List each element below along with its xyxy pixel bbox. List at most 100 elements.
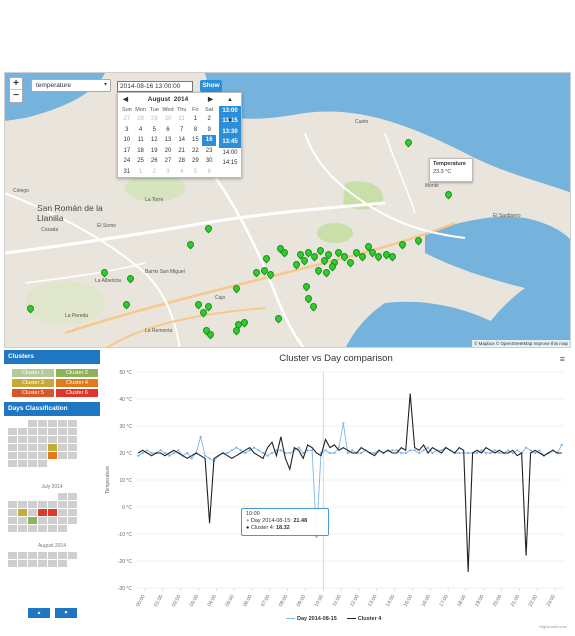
day-cell[interactable] xyxy=(28,560,37,567)
day-cell[interactable] xyxy=(58,436,67,443)
map-view[interactable]: + − temperature ▾ 2014-08-16 13:00:00 Sh… xyxy=(4,72,571,348)
next-month-icon[interactable]: ▶ xyxy=(207,96,213,103)
day-cell[interactable] xyxy=(28,525,37,532)
calendar-day[interactable]: 28 xyxy=(137,116,144,123)
cluster-chip[interactable]: Cluster 2 xyxy=(56,369,98,377)
day-cell[interactable] xyxy=(28,428,37,435)
calendar-day[interactable]: 2 xyxy=(152,168,156,175)
calendar-day[interactable]: 14 xyxy=(178,137,185,144)
calendar-day[interactable]: 12 xyxy=(150,137,158,144)
day-cell[interactable] xyxy=(68,452,77,459)
calendar-day[interactable]: 4 xyxy=(138,126,143,133)
calendar-day[interactable]: 3 xyxy=(125,126,129,133)
calendar-day[interactable]: 6 xyxy=(166,126,170,133)
day-cell[interactable] xyxy=(18,436,27,443)
day-cell[interactable] xyxy=(38,460,47,467)
day-cell[interactable] xyxy=(58,509,67,516)
day-cell[interactable] xyxy=(28,509,37,516)
calendar-day[interactable]: 20 xyxy=(164,147,172,154)
day-cell[interactable] xyxy=(18,525,27,532)
calendar-day[interactable]: 27 xyxy=(123,116,131,123)
day-cell[interactable] xyxy=(8,428,17,435)
chart-credit[interactable]: Highcharts.com xyxy=(539,624,567,629)
time-scroll-down-icon[interactable]: ▼ xyxy=(227,118,233,124)
calendar-day[interactable]: 29 xyxy=(150,116,158,123)
calendar-day[interactable]: 10 xyxy=(123,137,131,144)
day-cell[interactable] xyxy=(38,560,47,567)
day-cell[interactable] xyxy=(38,501,47,508)
day-cell[interactable] xyxy=(28,452,37,459)
day-cell[interactable] xyxy=(48,444,57,451)
day-cell[interactable] xyxy=(58,525,67,532)
calendar-day[interactable]: 2 xyxy=(207,116,211,123)
calendar-day[interactable]: 21 xyxy=(178,147,185,154)
day-cell[interactable] xyxy=(28,552,37,559)
day-cell[interactable] xyxy=(68,420,77,427)
day-cell[interactable] xyxy=(8,436,17,443)
cluster-chip[interactable]: Cluster 4 xyxy=(56,379,98,387)
day-cell[interactable] xyxy=(8,444,17,451)
time-scroll-up-icon[interactable]: ▲ xyxy=(227,97,233,103)
time-option[interactable]: 14:00 xyxy=(222,149,238,156)
calendar-day[interactable]: 4 xyxy=(179,168,184,175)
day-cell[interactable] xyxy=(8,501,17,508)
calendar-day[interactable]: 3 xyxy=(166,168,170,175)
zoom-out-button[interactable]: − xyxy=(13,90,19,101)
cluster-chip[interactable]: Cluster 6 xyxy=(56,389,98,397)
day-cell[interactable] xyxy=(48,509,57,516)
time-option[interactable]: 14:15 xyxy=(222,160,238,166)
day-cell[interactable] xyxy=(68,517,77,524)
calendar-day[interactable]: 22 xyxy=(192,147,199,154)
day-cell[interactable] xyxy=(38,428,47,435)
day-cell[interactable] xyxy=(68,509,77,516)
day-cell[interactable] xyxy=(38,552,47,559)
legend-item-cluster[interactable]: Cluster 4 xyxy=(346,616,381,622)
day-cell[interactable] xyxy=(8,525,17,532)
calendar-day[interactable]: 31 xyxy=(178,116,185,123)
day-cell[interactable] xyxy=(68,436,77,443)
calendar-day[interactable]: 8 xyxy=(193,126,198,133)
day-cell[interactable] xyxy=(18,501,27,508)
calendar-day[interactable]: 29 xyxy=(192,158,199,165)
day-cell[interactable] xyxy=(58,444,67,451)
day-cell[interactable] xyxy=(48,452,57,459)
day-cell[interactable] xyxy=(48,501,57,508)
calendar-day[interactable]: 17 xyxy=(123,147,131,154)
day-cell[interactable] xyxy=(18,460,27,467)
time-option[interactable]: 13:00 xyxy=(219,105,241,116)
calendar-day[interactable]: 13 xyxy=(164,137,172,144)
date-input[interactable]: 2014-08-16 13:00:00 xyxy=(117,81,193,92)
chart-menu-icon[interactable]: ≡ xyxy=(559,354,565,364)
calendar-day[interactable]: 15 xyxy=(192,137,199,144)
calendar-day[interactable]: 25 xyxy=(137,158,144,165)
calendar-day[interactable]: 7 xyxy=(179,126,184,133)
day-cell[interactable] xyxy=(48,552,57,559)
day-cell[interactable] xyxy=(38,509,47,516)
show-button[interactable]: Show xyxy=(200,80,222,92)
day-cell[interactable] xyxy=(8,517,17,524)
calendar-day[interactable]: 28 xyxy=(178,158,185,165)
day-cell[interactable] xyxy=(38,525,47,532)
day-cell[interactable] xyxy=(8,552,17,559)
day-cell[interactable] xyxy=(18,444,27,451)
variable-select[interactable]: temperature ▾ xyxy=(31,79,111,92)
calendar-day[interactable]: 16 xyxy=(202,135,216,146)
day-cell[interactable] xyxy=(68,428,77,435)
cluster-chip[interactable]: Cluster 5 xyxy=(12,389,54,397)
day-cell[interactable] xyxy=(18,552,27,559)
day-cell[interactable] xyxy=(8,560,17,567)
day-cell[interactable] xyxy=(18,517,27,524)
calendar-day[interactable]: 23 xyxy=(205,147,213,154)
day-cell[interactable] xyxy=(58,493,67,500)
calendar-day[interactable]: 30 xyxy=(205,158,213,165)
calendar-day[interactable]: 1 xyxy=(138,168,143,175)
day-cell[interactable] xyxy=(18,560,27,567)
day-cell[interactable] xyxy=(18,509,27,516)
cluster-chip[interactable]: Cluster 1 xyxy=(12,369,54,377)
legend-item-day[interactable]: Day 2014-08-15 xyxy=(286,616,337,622)
calendar-day[interactable]: 18 xyxy=(137,147,144,154)
calendar-day[interactable]: 27 xyxy=(164,158,172,165)
day-cell[interactable] xyxy=(58,452,67,459)
day-cell[interactable] xyxy=(58,420,67,427)
day-cell[interactable] xyxy=(68,501,77,508)
